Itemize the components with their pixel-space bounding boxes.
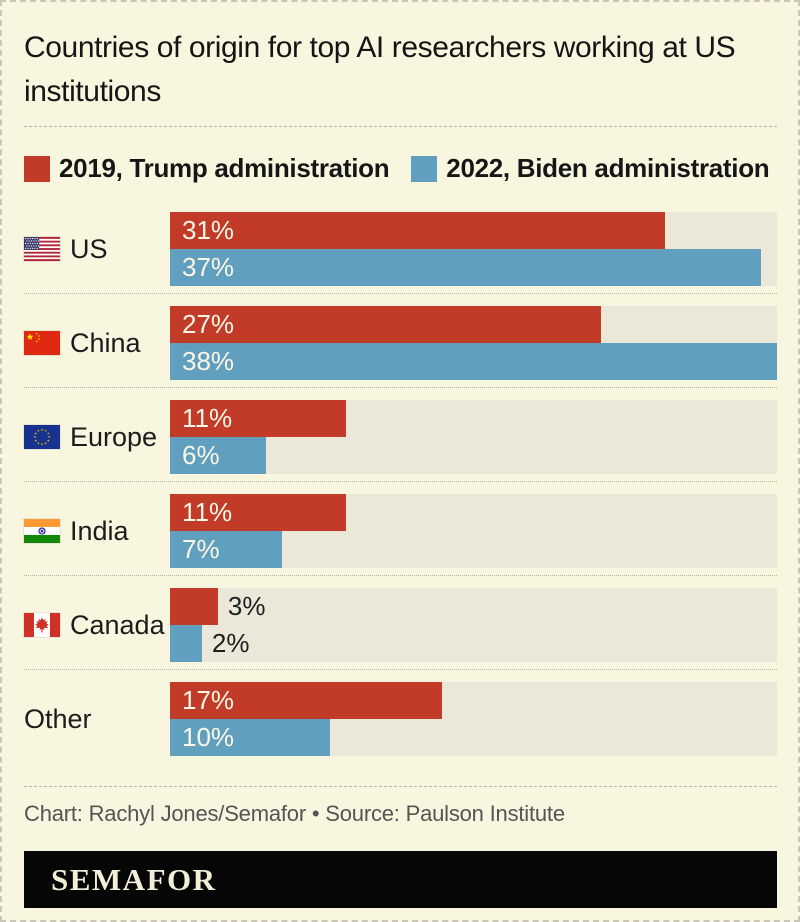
legend: 2019, Trump administration 2022, Biden a…: [24, 153, 777, 184]
chart-row: US 31% 37%: [24, 200, 777, 294]
bar-value-label: 27%: [182, 309, 235, 339]
bar-value-label: 38%: [182, 346, 235, 376]
bar-2019: 11%: [170, 400, 346, 437]
category-label: India: [24, 516, 170, 547]
legend-swatch-2022-icon: [411, 155, 438, 182]
bar-value-label: 17%: [182, 685, 235, 715]
semafor-logo: SEMAFOR: [51, 861, 217, 897]
category-label: China: [24, 328, 170, 359]
bar-track: 11% 7%: [170, 494, 777, 568]
bar-value-label: 3%: [227, 591, 266, 621]
eu-flag-icon: [24, 425, 60, 449]
chart-row: Other 17% 10%: [24, 670, 777, 787]
china-flag-icon: [24, 331, 60, 355]
bar-2022: 7%: [170, 531, 282, 568]
legend-label-2019: 2019, Trump administration: [59, 153, 390, 183]
bar-2022: 38%: [170, 343, 777, 380]
bar-value-label: 6%: [182, 440, 220, 470]
bar-track: 17% 10%: [170, 682, 777, 756]
credit-line: Chart: Rachyl Jones/Semafor • Source: Pa…: [24, 801, 565, 826]
bar-track: 3% 2%: [170, 588, 777, 662]
category-label: US: [24, 234, 170, 265]
india-flag-icon: [24, 519, 60, 543]
category-name: India: [70, 515, 129, 546]
chart-row: Canada 3% 2%: [24, 576, 777, 670]
title-separator: [24, 126, 777, 127]
category-name: Other: [24, 703, 92, 734]
bar-value-label: 11%: [182, 497, 233, 527]
bar-2019: 17%: [170, 682, 442, 719]
legend-label-2022: 2022, Biden administration: [446, 153, 770, 183]
category-name: Canada: [70, 609, 165, 640]
bar-value-label: 31%: [182, 215, 235, 245]
bar-2019: 31%: [170, 212, 666, 249]
bar-2022: 6%: [170, 437, 266, 474]
bar-2022: 37%: [170, 249, 762, 286]
bar-track: 31% 37%: [170, 212, 777, 286]
bar-value-label: 7%: [182, 534, 220, 564]
category-label: Canada: [24, 610, 170, 641]
semafor-logo-bar: SEMAFOR: [24, 851, 777, 908]
category-label: Europe: [24, 422, 170, 453]
bar-2019: 11%: [170, 494, 346, 531]
category-name: China: [70, 327, 141, 358]
bar-value-label: 2%: [211, 628, 250, 658]
category-name: Europe: [70, 421, 158, 452]
bar-value-label: 37%: [182, 252, 235, 282]
bar-2019: 27%: [170, 306, 602, 343]
chart-row: Europe 11% 6%: [24, 388, 777, 482]
bar-value-label: 10%: [182, 722, 235, 752]
legend-item-2022: 2022, Biden administration: [411, 153, 770, 184]
bar-2019: [170, 588, 218, 625]
legend-item-2019: 2019, Trump administration: [24, 153, 390, 184]
us-flag-icon: [24, 237, 60, 261]
category-name: US: [70, 233, 108, 264]
chart-row: China 27% 38%: [24, 294, 777, 388]
bar-track: 11% 6%: [170, 400, 777, 474]
bar-track: 27% 38%: [170, 306, 777, 380]
chart-row: India 11% 7%: [24, 482, 777, 576]
bar-2022: 10%: [170, 719, 330, 756]
chart-title: Countries of origin for top AI researche…: [24, 31, 736, 108]
bar-value-label: 11%: [182, 403, 233, 433]
bar-2022: [170, 625, 202, 662]
legend-swatch-2019-icon: [24, 155, 50, 182]
chart-rows: US 31% 37% China 27% 38% Europe 11% 6% India 11% 7%…: [24, 200, 777, 787]
category-label: Other: [24, 704, 170, 735]
canada-flag-icon: [24, 613, 60, 637]
